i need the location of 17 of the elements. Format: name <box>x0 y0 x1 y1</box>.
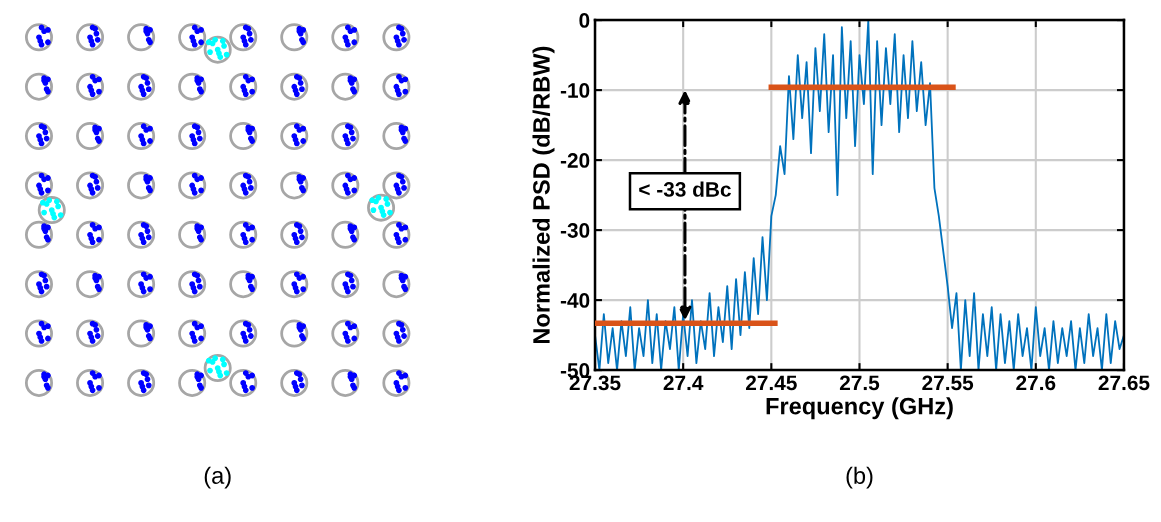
y-tick-label: -40 <box>560 293 590 308</box>
x-tick-label: 27.4 <box>663 375 704 391</box>
x-tick-label: 27.6 <box>1016 375 1056 391</box>
y-tick-label: 0 <box>579 13 590 28</box>
text: (a) <box>204 466 231 489</box>
annotation: < -33 dBc <box>639 181 731 197</box>
y-tick-label: -10 <box>560 83 590 98</box>
y-tick-label: -30 <box>560 223 590 238</box>
x-axis-title: Frequency (GHz) <box>766 397 953 420</box>
y-axis-title: Normalized PSD (dB/RBW) <box>532 46 555 344</box>
line-series <box>595 20 1124 371</box>
x-tick-label: 27.5 <box>839 375 880 391</box>
y-tick-label: -20 <box>560 153 590 168</box>
x-tick-label: 27.55 <box>922 375 974 391</box>
x-tick-label: 27.65 <box>1098 375 1150 391</box>
x-tick-label: 27.45 <box>745 375 797 391</box>
text: (b) <box>846 466 873 489</box>
